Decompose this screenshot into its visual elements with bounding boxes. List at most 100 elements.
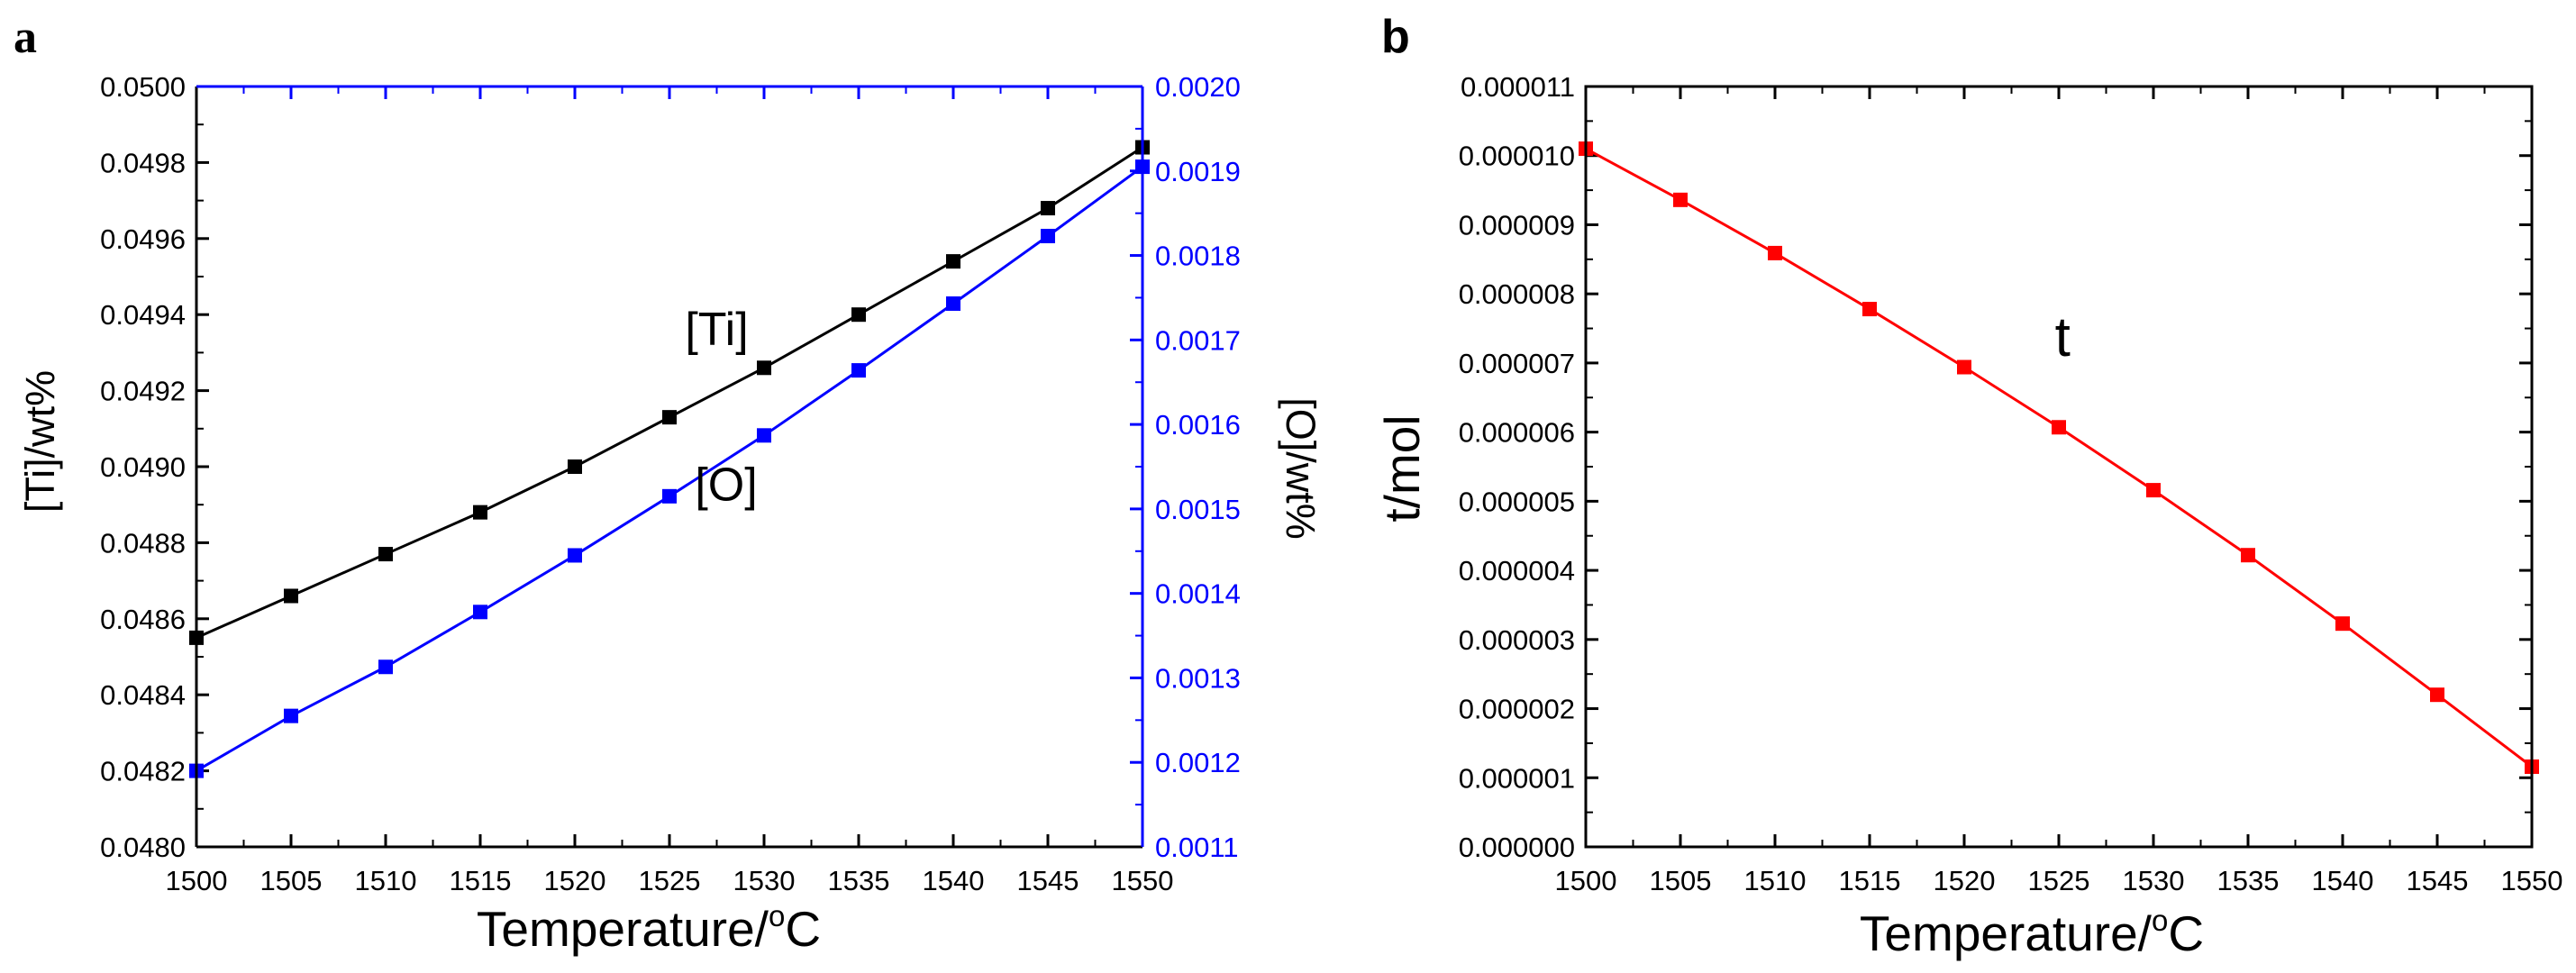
panel-b-label: b xyxy=(1381,11,1410,63)
data-point-o xyxy=(473,605,487,620)
panel-b-y-tick-label: 0.000008 xyxy=(1459,278,1575,310)
panel-b-y-tick-label: 0.000004 xyxy=(1459,555,1575,587)
data-point-o xyxy=(662,488,677,504)
panel-a-x-tick-label: 1545 xyxy=(1017,865,1079,896)
data-point-t xyxy=(1673,192,1688,207)
panel-a-y-left-tick-label: 0.0488 xyxy=(100,527,186,559)
panel-b-y-tick-label: 0.000002 xyxy=(1459,694,1575,725)
panel-b-x-tick-label: 1505 xyxy=(1650,865,1712,896)
panel-b-x-tick-label: 1525 xyxy=(2028,865,2090,896)
panel-b-ticks xyxy=(1584,85,2534,849)
panel-b-y-tick-label: 0.000000 xyxy=(1459,832,1575,863)
panel-b-x-label: Temperature/oC xyxy=(1860,904,2204,961)
panel-a-y-left-tick-label: 0.0486 xyxy=(100,604,186,635)
panel-a-ticks xyxy=(195,85,1144,849)
panel-b-tick-labels: 1500 1505 1510 1515 1520 1525 1530 1535 1540 1545… xyxy=(1459,71,2563,896)
panel-a-y-right-tick-label: 0.0016 xyxy=(1155,409,1241,441)
panel-a-y-right-tick-label: 0.0015 xyxy=(1155,494,1241,525)
panel-a-tick-labels: 1500 1505 1510 1515 1520 1525 1530 1535 1540 1545… xyxy=(100,71,1241,896)
panel-a-y-left-tick-label: 0.0498 xyxy=(100,147,186,178)
panel-b-y-tick-label: 0.000001 xyxy=(1459,762,1575,794)
data-point-ti xyxy=(568,459,582,474)
panel-a-y-left-tick-label: 0.0484 xyxy=(100,679,186,711)
annotation-o: [O] xyxy=(695,459,757,512)
panel-a: a 1500 1505 1510 1515 1520 1525 1530 1535 1540 15… xyxy=(14,12,1324,957)
data-point-o xyxy=(378,659,393,675)
panel-a-y-left-tick-label: 0.0490 xyxy=(100,451,186,483)
panel-a-x-tick-label: 1505 xyxy=(260,865,323,896)
panel-a-y-right-tick-label: 0.0019 xyxy=(1155,156,1241,187)
panel-a-y-left-tick-label: 0.0494 xyxy=(100,299,186,331)
panel-b-x-tick-label: 1520 xyxy=(1934,865,1996,896)
panel-a-x-tick-label: 1550 xyxy=(1112,865,1174,896)
panel-a-x-label: Temperature/oC xyxy=(477,899,821,957)
data-point-t xyxy=(2146,483,2161,498)
panel-b-y-tick-label: 0.000011 xyxy=(1461,71,1575,103)
data-point-ti xyxy=(378,547,393,562)
data-point-ti xyxy=(851,307,866,323)
panel-a-y-left-tick-label: 0.0482 xyxy=(100,756,186,787)
panel-a-y-right-label: [O]/wt% xyxy=(1278,397,1324,540)
data-point-o xyxy=(1041,228,1055,243)
panel-a-x-tick-label: 1500 xyxy=(166,865,228,896)
panel-b-x-tick-label: 1545 xyxy=(2407,865,2469,896)
series-line-t xyxy=(1585,147,2533,768)
data-point-t xyxy=(1768,245,1782,260)
data-point-t xyxy=(2052,420,2066,435)
data-point-o xyxy=(851,363,866,378)
panel-a-x-tick-label: 1535 xyxy=(828,865,890,896)
panel-a-frame xyxy=(195,85,1144,849)
data-point-t xyxy=(2335,616,2350,632)
panel-a-y-right-tick-label: 0.0020 xyxy=(1155,71,1241,103)
panel-b-data-markers xyxy=(1579,141,2539,774)
panel-a-y-right-tick-label: 0.0012 xyxy=(1155,747,1241,778)
panel-b-x-tick-label: 1530 xyxy=(2123,865,2185,896)
panel-a-data-markers xyxy=(189,140,1150,778)
series-line-o xyxy=(196,165,1143,772)
data-point-ti xyxy=(662,410,677,425)
series-line-ti xyxy=(196,146,1143,640)
data-point-o xyxy=(757,428,771,443)
panel-b-y-tick-label: 0.000006 xyxy=(1459,417,1575,449)
panel-b-y-tick-label: 0.000003 xyxy=(1459,624,1575,656)
panel-a-x-tick-label: 1520 xyxy=(544,865,606,896)
panel-a-x-tick-label: 1525 xyxy=(639,865,701,896)
panel-a-y-right-tick-label: 0.0011 xyxy=(1155,832,1239,863)
panel-b-plot-frame xyxy=(1584,85,2534,849)
panel-b-y-tick-label: 0.000009 xyxy=(1459,209,1575,241)
panel-b-x-tick-label: 1550 xyxy=(2501,865,2563,896)
panel-a-label: a xyxy=(14,12,37,63)
data-point-ti xyxy=(757,360,771,376)
panel-a-x-tick-label: 1540 xyxy=(923,865,985,896)
panel-a-y-left-label: [Ti]/wt% xyxy=(17,370,63,513)
panel-b-x-tick-label: 1535 xyxy=(2217,865,2280,896)
panel-b-y-tick-label: 0.000010 xyxy=(1459,141,1575,172)
panel-a-y-left-tick-label: 0.0496 xyxy=(100,223,186,255)
panel-a-y-right-tick-label: 0.0013 xyxy=(1155,662,1241,694)
data-point-t xyxy=(1862,302,1877,317)
data-point-ti xyxy=(1041,201,1055,216)
data-point-ti xyxy=(284,588,298,604)
panel-a-y-left-tick-label: 0.0492 xyxy=(100,376,186,407)
annotation-t: t xyxy=(2055,306,2071,368)
panel-b-x-tick-label: 1510 xyxy=(1744,865,1807,896)
panel-b-y-label: t/mol xyxy=(1374,414,1430,522)
panel-a-y-left-tick-label: 0.0480 xyxy=(100,832,186,863)
panel-a-x-tick-label: 1530 xyxy=(733,865,796,896)
panel-b-x-tick-label: 1515 xyxy=(1839,865,1901,896)
panel-b-y-tick-label: 0.000005 xyxy=(1459,486,1575,517)
panel-b-x-tick-label: 1500 xyxy=(1555,865,1617,896)
panel-a-x-tick-label: 1515 xyxy=(450,865,512,896)
panel-a-y-right-tick-label: 0.0018 xyxy=(1155,241,1241,272)
panel-b: b 1500 1505 1510 1515 1520 1525 1530 1535 1540 15… xyxy=(1374,11,2562,961)
panel-a-series-lines xyxy=(196,146,1143,772)
data-point-o xyxy=(284,708,298,723)
data-point-ti xyxy=(946,254,960,269)
annotation-ti: [Ti] xyxy=(685,304,748,356)
panel-b-y-tick-label: 0.000007 xyxy=(1459,348,1575,379)
panel-b-x-tick-label: 1540 xyxy=(2312,865,2374,896)
panel-a-y-right-tick-label: 0.0014 xyxy=(1155,578,1241,610)
data-point-t xyxy=(2241,548,2255,563)
data-point-o xyxy=(568,548,582,563)
